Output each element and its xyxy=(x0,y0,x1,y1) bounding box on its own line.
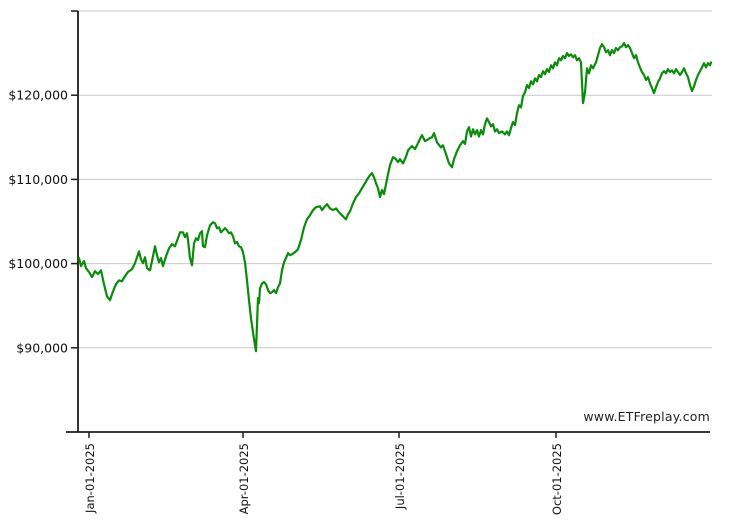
x-axis-label: Jan-01-2025 xyxy=(83,443,97,514)
y-axis-label: $90,000 xyxy=(16,340,68,355)
price-line xyxy=(77,41,713,353)
y-axis-label: $100,000 xyxy=(8,256,68,271)
etfreplay-watermark: www.ETFreplay.com xyxy=(583,409,710,424)
x-axis-label: Jul-01-2025 xyxy=(393,443,407,510)
y-axis-label: $110,000 xyxy=(8,172,68,187)
x-axis-label: Oct-01-2025 xyxy=(550,443,564,515)
x-axis-label: Apr-01-2025 xyxy=(237,443,251,514)
y-axis-label: $120,000 xyxy=(8,88,68,103)
